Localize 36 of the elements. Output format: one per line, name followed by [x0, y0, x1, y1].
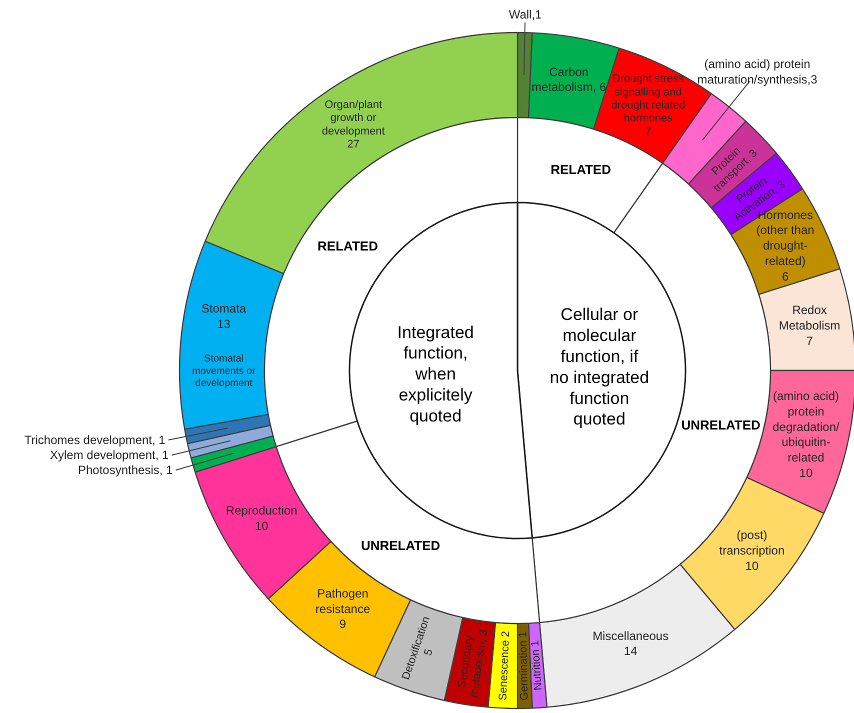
- slice-label: Drought stress signalling and drought related hormones: [611, 73, 686, 125]
- slice-label: Pathogen resistance: [315, 586, 370, 616]
- data-label: 7: [645, 126, 652, 138]
- text: Integrated function, when explicitely quoted: [397, 322, 474, 426]
- slice-label: Trichomes development, 1: [24, 432, 166, 447]
- slice-label: Xylem development, 1: [50, 448, 170, 462]
- data-label: 10: [745, 558, 759, 573]
- data-label: 14: [624, 644, 638, 658]
- slice-label: Wall,1: [508, 8, 542, 22]
- data-label: 9: [339, 617, 346, 632]
- slice-label: Miscellaneous: [592, 628, 669, 643]
- data-label: 6: [782, 269, 789, 284]
- text: RELATED: [318, 238, 378, 254]
- slice-label: Secondary metabolism, 3: [456, 628, 490, 698]
- slice-label: Nutrition 1: [529, 640, 544, 691]
- slice-label: (post) transcription: [719, 528, 785, 558]
- data-label: 10: [799, 466, 813, 480]
- text: RELATED: [550, 162, 612, 178]
- text: UNRELATED: [360, 538, 440, 554]
- data-label: 13: [217, 317, 231, 332]
- text: Stomatal movements or development: [192, 354, 256, 389]
- slice-label: Organ/plant growth or development: [322, 99, 385, 138]
- text: UNRELATED: [681, 417, 760, 432]
- slice-label: Carbon metabolism, 6: [531, 64, 606, 94]
- slice-label: Stomata: [201, 302, 246, 316]
- slice-label: (amino acid) protein maturation/synthesis,3: [697, 57, 818, 87]
- data-label: 7: [806, 334, 814, 348]
- slice-label: Photosynthesis, 1: [78, 463, 174, 478]
- slice-label: Germination 1: [517, 631, 531, 701]
- slice-label: (amino acid) protein degradation/ ubiquitin-related: [772, 388, 840, 465]
- data-label: 27: [347, 138, 360, 151]
- slice-label: Reproduction: [226, 504, 298, 518]
- text: Cellular or molecular function, if no integrated function quoted: [550, 305, 650, 429]
- slice-label: Redox Metabolism: [778, 303, 840, 333]
- slice-label: Senescence 2: [497, 630, 512, 701]
- data-label: 10: [254, 518, 269, 533]
